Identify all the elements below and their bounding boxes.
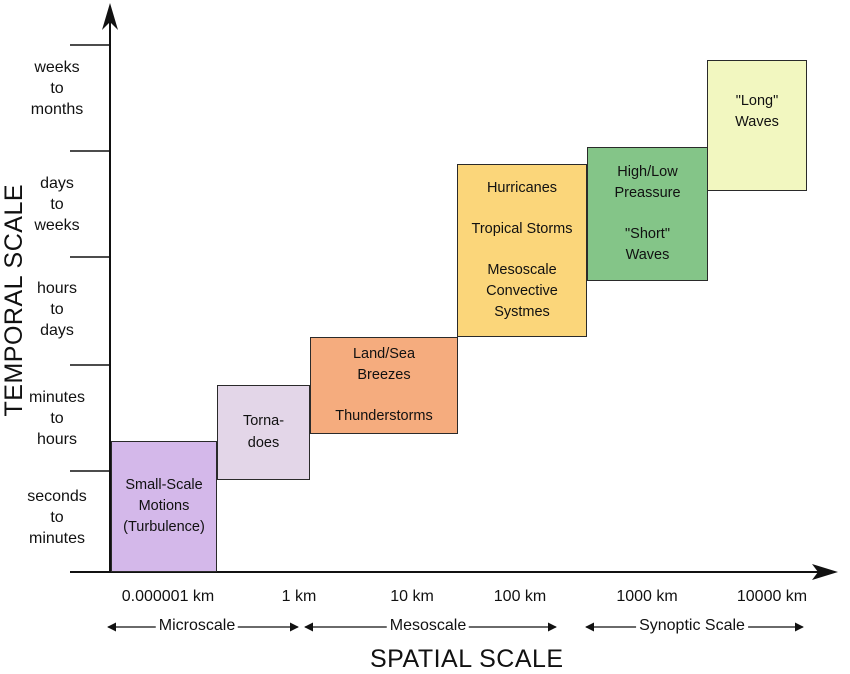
y-axis-arrowhead (102, 3, 118, 30)
x-tick-label: 100 km (493, 588, 547, 605)
box-small-scale-motions: Small-Scale Motions (Turbulence) (111, 441, 217, 572)
phenomenon-label: "Short" Waves (625, 226, 670, 264)
phenomenon-label: High/Low Preassure (614, 163, 681, 201)
phenomenon-label: Mesoscale Convective Systmes (486, 261, 558, 321)
x-tick-label: 1 km (281, 588, 317, 605)
synoptic-scale-label: Synoptic Scale (636, 617, 748, 635)
box-high-low-pressure: High/Low Preassure "Short" Waves (587, 147, 708, 281)
y-tick-label: seconds to minutes (27, 488, 87, 547)
box-hurricanes: Hurricanes Tropical Storms Mesoscale Con… (457, 164, 587, 337)
x-tick-label: 0.000001 km (121, 588, 215, 605)
phenomenon-label: Hurricanes (486, 179, 558, 196)
phenomenon-label: Small-Scale Motions (Turbulence) (123, 476, 205, 535)
microscale-label: Microscale (155, 617, 239, 635)
box-long-waves: "Long" Waves (707, 60, 807, 191)
phenomenon-label: Tropical Storms (471, 220, 573, 237)
x-tick-label: 10000 km (736, 588, 808, 605)
x-axis-title: SPATIAL SCALE (370, 645, 564, 673)
phenomenon-label: Torna- does (242, 413, 285, 451)
y-tick-label: minutes to hours (28, 389, 86, 448)
box-tornadoes: Torna- does (217, 385, 310, 480)
box-land-sea-breezes: Land/Sea Breezes Thunderstorms (310, 337, 458, 434)
y-tick-label: weeks to months (30, 59, 84, 118)
y-tick-label: days to weeks (34, 175, 80, 234)
phenomenon-label: "Long" Waves (735, 93, 779, 131)
x-tick-label: 1000 km (616, 588, 678, 605)
phenomenon-label: Land/Sea Breezes (352, 345, 416, 383)
x-tick-label: 10 km (390, 588, 434, 605)
mesoscale-label: Mesoscale (386, 617, 470, 635)
y-tick-label: hours to days (36, 280, 78, 339)
phenomenon-label: Thunderstorms (335, 408, 433, 424)
x-axis-arrowhead (812, 564, 838, 580)
